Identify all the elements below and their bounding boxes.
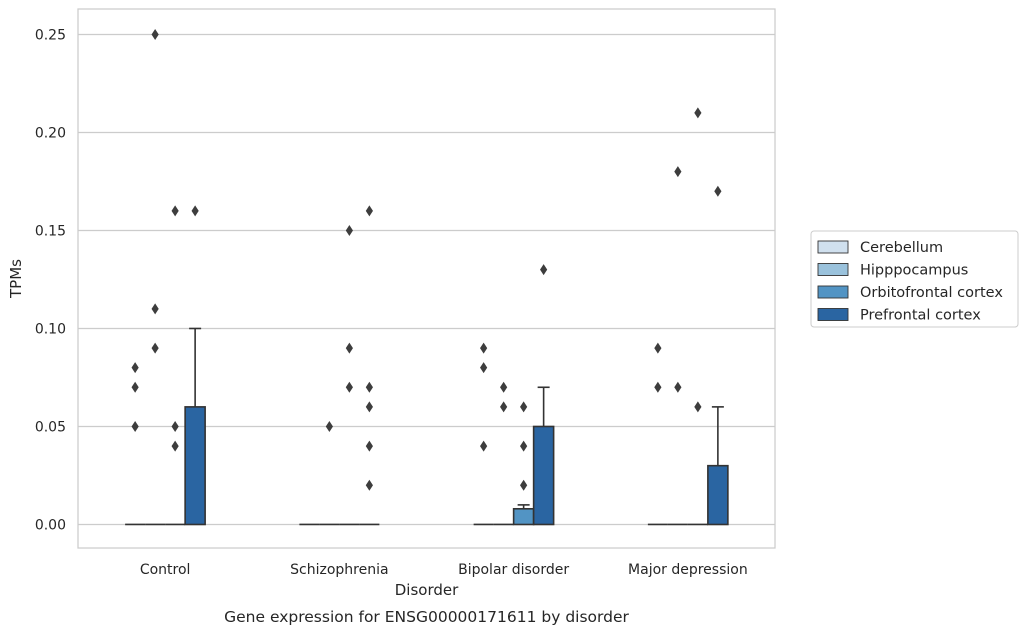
grid-lines <box>78 33 775 526</box>
x-tick-label: Schizophrenia <box>290 562 388 578</box>
y-axis-label: TPMs <box>7 259 25 299</box>
legend-swatch <box>817 263 849 276</box>
chart-caption: Gene expression for ENSG00000171611 by d… <box>224 608 629 626</box>
outlier-point <box>151 303 159 315</box>
y-axis-ticks: 0.00 0.05 0.10 0.15 0.20 0.25 <box>35 27 66 533</box>
outlier-point <box>171 205 179 217</box>
outlier-point <box>674 166 682 178</box>
outlier-point <box>365 381 373 393</box>
outlier-point <box>365 205 373 217</box>
outlier-point <box>654 342 662 354</box>
bar <box>707 464 729 526</box>
outlier-point <box>345 224 353 236</box>
x-tick-label: Bipolar disorder <box>458 562 569 578</box>
bar <box>512 507 535 526</box>
legend: Cerebellum Hipppocampus Orbitofrontal cort… <box>810 230 1019 328</box>
outlier-point <box>520 440 528 452</box>
y-tick-label: 0.10 <box>35 321 66 337</box>
y-tick-label: 0.05 <box>35 419 66 435</box>
legend-swatch <box>817 285 849 299</box>
outlier-point <box>480 342 488 354</box>
outlier-point <box>694 401 702 413</box>
outlier-point <box>131 362 139 374</box>
outlier-point <box>480 440 488 452</box>
x-axis-label: Disorder <box>395 581 459 599</box>
outlier-point <box>500 381 508 393</box>
legend-entry-label: Cerebellum <box>860 240 943 256</box>
bar <box>184 406 206 526</box>
outlier-point <box>365 440 373 452</box>
bars <box>125 406 729 526</box>
outlier-point <box>325 420 333 432</box>
outlier-point <box>151 342 159 354</box>
y-tick-label: 0.25 <box>35 27 66 43</box>
outlier-point <box>694 107 702 119</box>
outlier-point <box>345 381 353 393</box>
legend-entry-label: Hipppocampus <box>860 263 968 279</box>
outlier-point <box>540 264 548 276</box>
legend-entry-label: Prefrontal cortex <box>860 308 981 324</box>
outlier-point <box>171 440 179 452</box>
outlier-point <box>365 479 373 491</box>
outlier-point <box>365 401 373 413</box>
outlier-point <box>131 381 139 393</box>
outlier-point <box>654 381 662 393</box>
x-axis-ticks: Control Schizophrenia Bipolar disorder Majo… <box>140 562 748 578</box>
legend-swatch <box>817 308 849 321</box>
outlier-point <box>171 420 179 432</box>
outlier-point <box>714 185 722 197</box>
outlier-point <box>345 342 353 354</box>
y-tick-label: 0.15 <box>35 223 66 239</box>
x-tick-label: Control <box>140 562 191 578</box>
outlier-point <box>131 420 139 432</box>
outlier-point <box>151 28 159 40</box>
legend-swatch <box>817 240 849 254</box>
x-tick-label: Major depression <box>628 562 748 578</box>
outlier-point <box>520 401 528 413</box>
outlier-point <box>500 401 508 413</box>
legend-box <box>810 230 1019 328</box>
plot-area-frame <box>77 8 776 549</box>
outlier-point <box>674 381 682 393</box>
y-tick-label: 0.20 <box>35 125 66 141</box>
outlier-point <box>480 362 488 374</box>
y-tick-label: 0.00 <box>35 517 66 533</box>
outlier-point <box>191 205 199 217</box>
error-bars <box>189 327 724 509</box>
outlier-point <box>520 479 528 491</box>
bar <box>532 425 555 526</box>
outlier-points <box>131 28 722 491</box>
legend-entry-label: Orbitofrontal cortex <box>860 285 1003 301</box>
